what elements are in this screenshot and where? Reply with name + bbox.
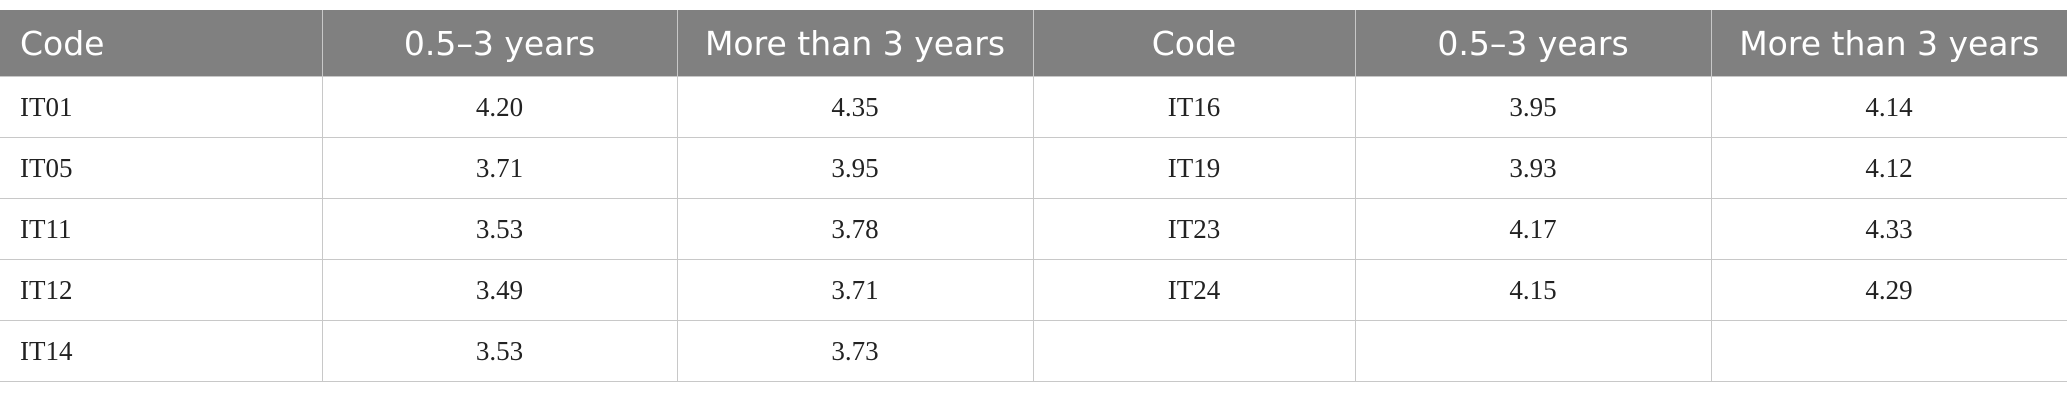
table-cell: 4.35: [676, 76, 1034, 138]
table-cell: 3.93: [1354, 137, 1712, 199]
table-cell: 3.71: [676, 259, 1034, 321]
table-cell: IT23: [1032, 198, 1356, 260]
table-cell: 4.14: [1710, 76, 2067, 138]
table-cell: 3.95: [676, 137, 1034, 199]
empty-cell: [1354, 320, 1712, 382]
table-cell: 4.15: [1354, 259, 1712, 321]
header-cell: 0.5–3 years: [321, 10, 677, 77]
table-row: IT05 3.71 3.95 IT19 3.93 4.12: [0, 137, 2067, 199]
empty-cell: [1032, 320, 1356, 382]
table-cell: IT14: [0, 320, 323, 382]
header-cell: Code: [1032, 10, 1355, 77]
table-cell: IT19: [1032, 137, 1356, 199]
data-table: Code 0.5–3 years More than 3 years Code 0.5–…: [0, 10, 2067, 382]
table-wrap: Code 0.5–3 years More than 3 years Code 0.5–…: [0, 10, 2067, 382]
table-cell: 4.17: [1354, 198, 1712, 260]
table-row: IT11 3.53 3.78 IT23 4.17 4.33: [0, 198, 2067, 260]
table-cell: 3.53: [321, 198, 678, 260]
table-cell: 3.49: [321, 259, 678, 321]
header-cell: Code: [0, 10, 322, 77]
empty-cell: [1710, 320, 2067, 382]
table-cell: 4.12: [1710, 137, 2067, 199]
table-cell: 4.29: [1710, 259, 2067, 321]
table-cell: IT12: [0, 259, 323, 321]
header-cell: More than 3 years: [676, 10, 1033, 77]
table-cell: IT11: [0, 198, 323, 260]
table-cell: 3.53: [321, 320, 678, 382]
table-cell: 3.71: [321, 137, 678, 199]
header-cell: 0.5–3 years: [1354, 10, 1711, 77]
table-cell: IT24: [1032, 259, 1356, 321]
table-cell: 4.33: [1710, 198, 2067, 260]
header-cell: More than 3 years: [1710, 10, 2067, 77]
table-cell: IT01: [0, 76, 323, 138]
table-row: IT01 4.20 4.35 IT16 3.95 4.14: [0, 76, 2067, 138]
table-cell: IT16: [1032, 76, 1356, 138]
table-row: IT12 3.49 3.71 IT24 4.15 4.29: [0, 259, 2067, 321]
header-row: Code 0.5–3 years More than 3 years Code 0.5–…: [0, 10, 2067, 77]
table-body: IT01 4.20 4.35 IT16 3.95 4.14 IT05 3.71 3.95 IT19…: [0, 76, 2067, 382]
table-row: IT14 3.53 3.73: [0, 320, 2067, 382]
table-cell: 3.73: [676, 320, 1034, 382]
table-cell: 4.20: [321, 76, 678, 138]
table-cell: 3.95: [1354, 76, 1712, 138]
table-cell: 3.78: [676, 198, 1034, 260]
table-cell: IT05: [0, 137, 323, 199]
